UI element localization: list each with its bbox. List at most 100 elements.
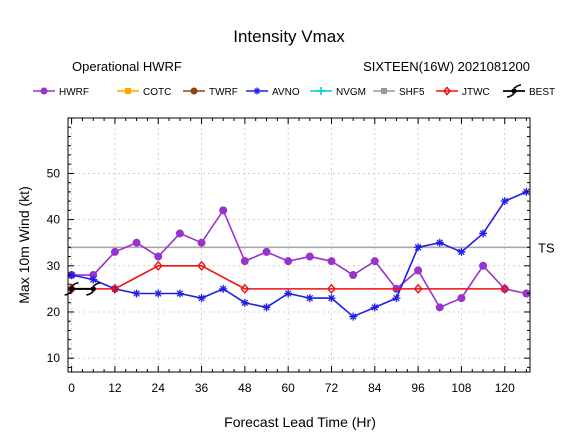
x-tick-label: 60 (281, 381, 295, 395)
jtwc-point (500, 283, 510, 294)
avno-point (435, 238, 444, 247)
avno-line (71, 191, 527, 318)
jtwc-point (197, 260, 206, 271)
avno-point (154, 289, 163, 298)
series-layer (64, 187, 531, 321)
avno-point (522, 187, 531, 196)
avno-point (305, 294, 314, 303)
avno-point (67, 271, 76, 280)
hwrf-point (327, 257, 336, 266)
legend-label: TWRF (209, 87, 238, 98)
best-point (64, 282, 79, 296)
legend-item-jtwc: JTWC (436, 86, 490, 98)
legend-swatch-marker (443, 86, 451, 96)
avno-point (175, 289, 184, 298)
legend-label: COTC (143, 87, 171, 98)
hwrf-point (457, 294, 466, 303)
legend-item-twrf: TWRF (183, 87, 238, 98)
jtwc-point (413, 283, 423, 294)
legend-item-hwrf: HWRF (33, 87, 89, 98)
avno-point (392, 294, 401, 303)
legend-label: HWRF (59, 87, 89, 98)
series-jtwc (67, 260, 510, 294)
series-avno (67, 187, 531, 321)
legend-swatch-marker (125, 88, 131, 94)
avno-point (240, 298, 249, 307)
series-best (64, 282, 101, 296)
x-axis-label: Forecast Lead Time (Hr) (224, 414, 376, 430)
legend-swatch-marker (381, 88, 387, 94)
y-tick-label: 10 (47, 351, 61, 365)
legend-item-shf5: SHF5 (373, 87, 425, 98)
legend-swatch-marker (506, 84, 522, 98)
jtwc-point (327, 283, 336, 294)
avno-point (479, 229, 488, 238)
jtwc-line (71, 264, 505, 290)
legend-swatch-marker (190, 87, 198, 95)
legend-item-best: BEST (503, 84, 555, 98)
best-point (86, 282, 101, 296)
avno-point (457, 247, 466, 256)
avno-point (327, 294, 336, 303)
legend-item-nvgm: NVGM (310, 87, 366, 98)
x-tick-label: 72 (325, 381, 339, 395)
avno-point (262, 303, 271, 312)
avno-point (370, 303, 379, 312)
avno-point (197, 294, 206, 303)
legend-label: SHF5 (399, 87, 425, 98)
hwrf-point (154, 252, 163, 261)
legend-label: AVNO (272, 87, 300, 98)
series-hwrf (67, 206, 531, 312)
x-tick-label: 36 (195, 381, 209, 395)
chart-subtitle-left: Operational HWRF (72, 59, 182, 74)
hwrf-point (370, 257, 379, 266)
chart-legend: HWRF COTC TWRF AVNO NVGM SHF5 JTWC BEST (33, 84, 555, 98)
avno-point (284, 289, 293, 298)
hwrf-point (479, 261, 488, 270)
y-tick-label: 30 (47, 259, 61, 273)
chart-title: Intensity Vmax (233, 27, 345, 46)
avno-point (414, 243, 423, 252)
avno-point (89, 275, 98, 284)
legend-label: JTWC (462, 87, 490, 98)
hwrf-point (132, 238, 141, 247)
legend-label: BEST (529, 87, 555, 98)
chart-subtitle-right: SIXTEEN(16W) 2021081200 (363, 59, 530, 74)
jtwc-point (110, 283, 120, 294)
x-tick-label: 108 (451, 381, 471, 395)
hwrf-point (240, 257, 249, 266)
x-tick-label: 24 (152, 381, 166, 395)
hwrf-point (219, 206, 228, 215)
legend-item-avno: AVNO (246, 87, 300, 98)
avno-point (349, 312, 358, 321)
y-tick-label: 20 (47, 305, 61, 319)
ts-label: TS (538, 240, 555, 255)
jtwc-point (240, 283, 250, 294)
chart-axes: 0 12 24 36 48 60 72 84 96 108 120 10 20 30 40 50 (47, 118, 530, 395)
legend-label: NVGM (336, 87, 366, 98)
y-tick-label: 40 (47, 213, 61, 227)
hwrf-point (305, 252, 314, 261)
hwrf-point (349, 271, 358, 280)
x-tick-label: 120 (495, 381, 515, 395)
x-tick-label: 96 (411, 381, 425, 395)
y-tick-label: 50 (47, 166, 61, 180)
hwrf-point (262, 247, 271, 256)
hwrf-point (175, 229, 184, 238)
y-axis-label: Max 10m Wind (kt) (16, 186, 32, 303)
hwrf-point (414, 266, 423, 275)
x-tick-label: 48 (238, 381, 252, 395)
avno-point (219, 284, 228, 293)
hwrf-point (197, 238, 206, 247)
legend-swatch-marker (253, 87, 261, 95)
jtwc-point (67, 283, 77, 294)
x-tick-label: 12 (108, 381, 122, 395)
x-tick-label: 84 (368, 381, 382, 395)
x-tick-label: 0 (68, 381, 75, 395)
avno-point (500, 197, 509, 206)
hwrf-point (284, 257, 293, 266)
jtwc-point (153, 260, 163, 271)
legend-swatch-marker (317, 87, 325, 95)
hwrf-line (71, 208, 527, 309)
